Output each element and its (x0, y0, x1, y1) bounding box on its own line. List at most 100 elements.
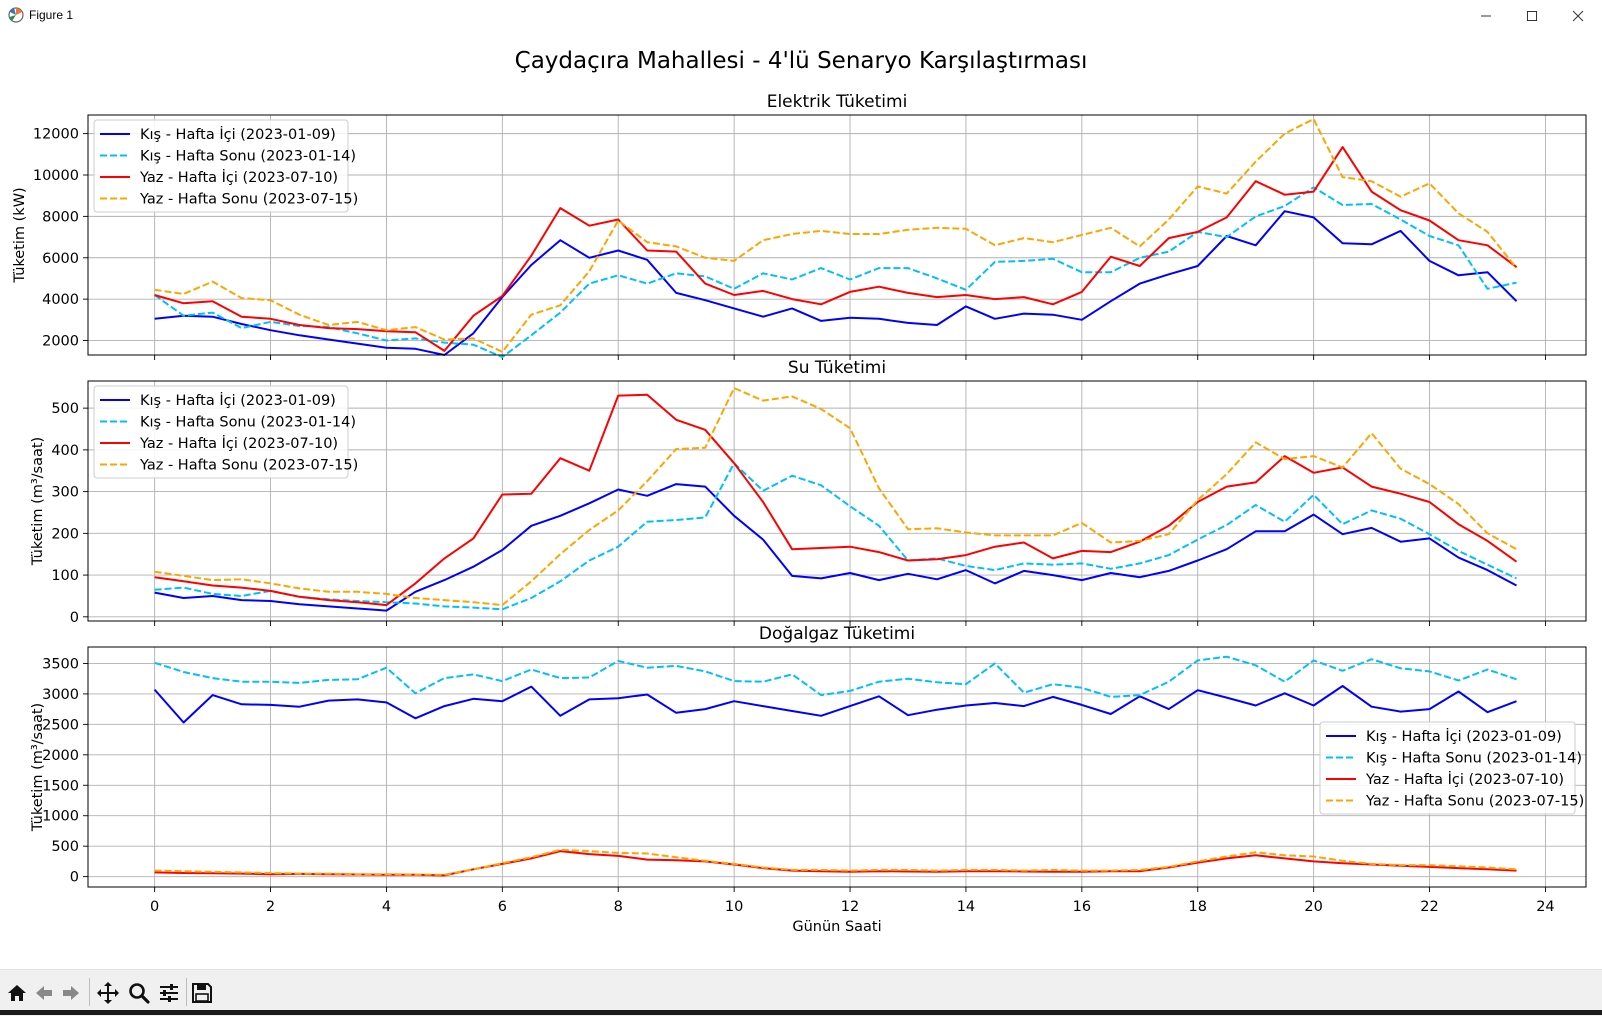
legend-label: Yaz - Hafta İçi (2023-07-10) (139, 434, 338, 452)
legend-frame (93, 385, 349, 479)
close-button[interactable] (1555, 0, 1601, 31)
y-tick-label: 4000 (42, 292, 79, 308)
legend: Kış - Hafta İçi (2023-01-09) Kış - Hafta … (93, 385, 358, 479)
series-line-1 (154, 483, 1517, 612)
legend-label: Yaz - Hafta İçi (2023-07-10) (139, 168, 338, 186)
matplotlib-logo-icon (7, 6, 25, 24)
chart-svg: Çaydaçıra Mahallesi - 4'lü Senaryo Karşı… (12, 48, 1587, 935)
y-tick-label: 2000 (42, 334, 79, 350)
y-tick-label: 1500 (42, 778, 79, 794)
x-tick-label: 6 (498, 899, 507, 915)
x-tick-label: 14 (957, 899, 975, 915)
y-tick-label: 3000 (42, 687, 79, 703)
series-line-3 (154, 850, 1517, 877)
legend-label: Kış - Hafta İçi (2023-01-09) (1366, 727, 1562, 745)
minimize-icon (1481, 15, 1491, 16)
subplot-title: Doğalgaz Tüketimi (759, 624, 915, 644)
y-tick-label: 10000 (33, 168, 79, 184)
series-line-1 (154, 210, 1518, 356)
save-button[interactable] (189, 980, 215, 1006)
back-arrow-icon (36, 986, 52, 1000)
x-tick-label: 0 (150, 899, 159, 915)
x-tick-label: 20 (1304, 899, 1322, 915)
back-button[interactable] (31, 980, 57, 1006)
legend-frame (93, 119, 349, 213)
y-tick-label: 200 (51, 526, 79, 542)
series-line-3 (154, 393, 1518, 607)
y-tick-label: 500 (51, 839, 79, 855)
x-tick-label: 16 (1073, 899, 1091, 915)
toolbar-separator (89, 978, 90, 1006)
x-axis-label: Günün Saati (792, 919, 881, 935)
y-tick-label: 500 (51, 401, 79, 417)
legend-label: Yaz - Hafta Sonu (2023-07-15) (139, 192, 358, 208)
series-line-4 (154, 118, 1518, 353)
legend-label: Kış - Hafta Sonu (2023-01-14) (140, 149, 356, 165)
pan-icon (97, 982, 119, 1004)
maximize-button[interactable] (1509, 0, 1555, 31)
x-tick-label: 8 (614, 899, 623, 915)
zoom-button[interactable] (126, 980, 152, 1006)
save-icon (192, 983, 212, 1003)
legend: Kış - Hafta İçi (2023-01-09) Kış - Hafta … (93, 119, 358, 213)
series-line-2 (154, 462, 1517, 611)
close-icon (1572, 10, 1584, 21)
subplot-2: 0 100 200 300 400 500 Su Tüketimi Tüketim (m³/s… (30, 358, 1587, 626)
legend: Kış - Hafta İçi (2023-01-09) Kış - Hafta … (1319, 721, 1584, 815)
maximize-icon (1527, 10, 1537, 21)
x-tick-label: 22 (1420, 899, 1438, 915)
y-tick-label: 100 (51, 568, 79, 584)
subplot-1: 2000 4000 6000 8000 10000 12000 Elektrik Tüket… (12, 92, 1587, 360)
toolbar-separator (186, 978, 187, 1006)
y-axis-label: Tüketim (m³/saat) (30, 703, 46, 832)
forward-button[interactable] (58, 980, 84, 1006)
legend-label: Yaz - Hafta İçi (2023-07-10) (1365, 770, 1564, 788)
figure-title: Çaydaçıra Mahallesi - 4'lü Senaryo Karşı… (515, 48, 1088, 74)
axes-frame (87, 646, 1587, 888)
y-tick-label: 3500 (42, 656, 79, 672)
x-tick-label: 12 (841, 899, 859, 915)
y-axis-label: Tüketim (m³/saat) (30, 437, 46, 566)
series-line-3 (154, 146, 1518, 352)
series-line-4 (154, 848, 1517, 876)
x-tick-label: 2 (266, 899, 275, 915)
series-line-2 (154, 655, 1517, 698)
legend-label: Kış - Hafta Sonu (2023-01-14) (1366, 751, 1582, 767)
window-titlebar: Figure 1 (0, 0, 1602, 31)
legend-label: Kış - Hafta İçi (2023-01-09) (140, 391, 336, 409)
y-tick-label: 0 (70, 610, 79, 626)
legend-label: Yaz - Hafta Sonu (2023-07-15) (139, 458, 358, 474)
x-tick-label: 10 (725, 899, 743, 915)
y-tick-label: 2500 (42, 717, 79, 733)
minimize-button[interactable] (1463, 0, 1509, 31)
home-button[interactable] (4, 980, 30, 1006)
configure-subplots-button[interactable] (156, 980, 182, 1006)
y-tick-label: 400 (51, 443, 79, 459)
forward-arrow-icon (63, 986, 79, 1000)
subplot-title: Elektrik Tüketimi (767, 92, 908, 112)
navigation-toolbar (0, 969, 1602, 1016)
x-tick-label: 24 (1536, 899, 1554, 915)
figure-canvas[interactable]: Çaydaçıra Mahallesi - 4'lü Senaryo Karşı… (0, 31, 1602, 969)
zoom-icon (129, 983, 150, 1004)
configure-subplots-icon (160, 984, 178, 1002)
series-line-2 (154, 186, 1517, 359)
subplot-title: Su Tüketimi (788, 358, 886, 378)
pan-button[interactable] (95, 980, 121, 1006)
y-tick-label: 1000 (42, 809, 79, 825)
window-bottom-edge (0, 1010, 1602, 1015)
y-axis-label: Tüketim (kW) (12, 187, 28, 283)
x-tick-label: 4 (382, 899, 391, 915)
y-tick-label: 12000 (33, 127, 79, 143)
legend-label: Yaz - Hafta Sonu (2023-07-15) (1365, 794, 1584, 810)
axes-frame (87, 114, 1587, 356)
series-line-1 (153, 685, 1517, 724)
y-tick-label: 6000 (42, 251, 79, 267)
home-icon (8, 985, 26, 1001)
y-tick-label: 2000 (42, 748, 79, 764)
axes-frame (87, 380, 1587, 622)
legend-frame (1319, 721, 1576, 815)
legend-label: Kış - Hafta İçi (2023-01-09) (140, 125, 336, 143)
window-title: Figure 1 (29, 8, 74, 22)
